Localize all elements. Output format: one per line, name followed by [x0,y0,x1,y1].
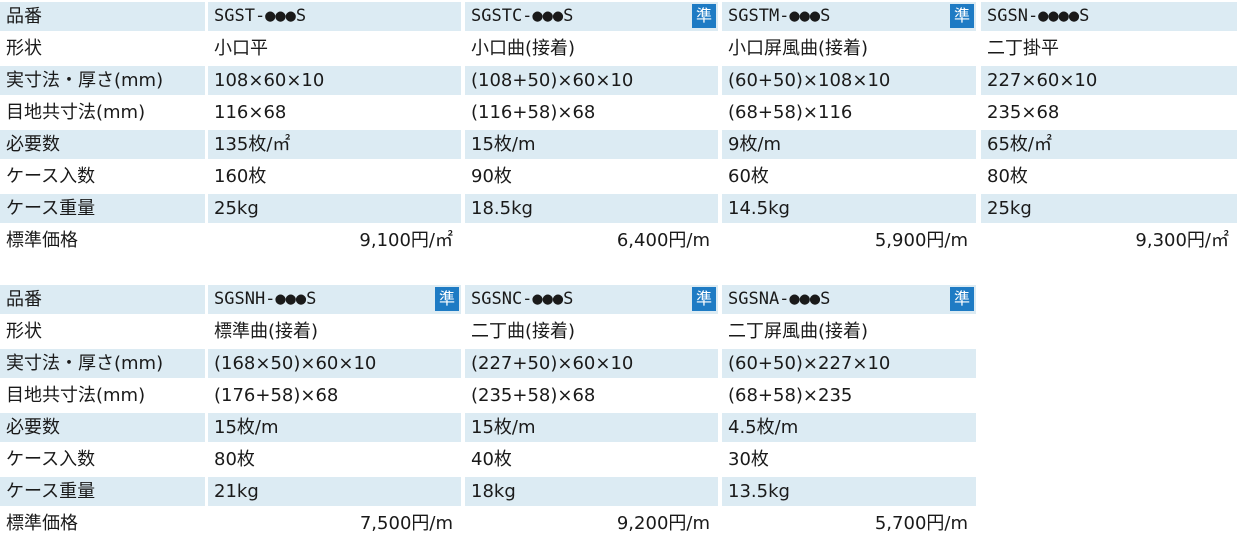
spec-value: (235+58)×68 [471,385,596,406]
product-code: SGSNH-●●●S [208,285,461,314]
badge: 準 [692,4,716,28]
spec-value: 9,300円/㎡ [1135,230,1229,251]
row-label: ケース重量 [0,194,205,223]
spec-value: 二丁屏風曲(接着) [728,321,869,342]
spec-value: 9,100円/㎡ [359,230,453,251]
badge: 準 [692,287,716,311]
row-label: 必要数 [0,413,205,442]
spec-value: 135枚/㎡ [208,130,461,159]
badge: 準 [435,287,459,311]
row-label: ケース入数 [6,449,96,470]
spec-value: (176+58)×68 [214,385,339,406]
spec-value: 30枚 [728,449,769,470]
spec-value: 65枚/㎡ [981,130,1237,159]
row-label: 実寸法・厚さ(mm) [0,349,205,378]
spec-value: 小口屏風曲(接着) [728,38,869,59]
product-code: SGSN-●●●●S [981,2,1237,31]
product-code: SGSTM-●●●S [722,2,976,31]
spec-value: (168×50)×60×10 [208,349,461,378]
row-label: 目地共寸法(mm) [6,385,146,406]
product-code: SGSTC-●●●S [465,2,718,31]
row-label: 目地共寸法(mm) [6,102,146,123]
spec-value: 15枚/m [208,413,461,442]
spec-value: 14.5kg [722,194,976,223]
row-label: 形状 [6,321,42,342]
spec-value: (116+58)×68 [471,102,596,123]
spec-value: 116×68 [214,102,287,123]
spec-value: 5,700円/m [874,513,968,534]
row-label: 実寸法・厚さ(mm) [0,66,205,95]
product-code: SGST-●●●S [208,2,461,31]
spec-value: 60枚 [728,166,769,187]
spec-value: 21kg [208,477,461,506]
spec-value: 5,900円/m [874,230,968,251]
spec-value: 13.5kg [722,477,976,506]
spec-value: 80枚 [987,166,1028,187]
product-code: SGSNC-●●●S [465,285,718,314]
badge: 準 [950,4,974,28]
row-label: 標準価格 [6,513,78,534]
spec-value: 80枚 [214,449,255,470]
row-label: 必要数 [0,130,205,159]
spec-value: 小口曲(接着) [471,38,576,59]
spec-value: 二丁掛平 [987,38,1059,59]
spec-value: 25kg [981,194,1237,223]
spec-value: 108×60×10 [208,66,461,95]
spec-value: 4.5枚/m [722,413,976,442]
row-label: 標準価格 [6,230,78,251]
spec-value: 小口平 [214,38,268,59]
row-label: 形状 [6,38,42,59]
spec-value: (108+50)×60×10 [465,66,718,95]
row-label: 品番 [0,2,205,31]
spec-value: 15枚/m [465,130,718,159]
spec-value: (68+58)×235 [728,385,853,406]
spec-value: 40枚 [471,449,512,470]
badge: 準 [950,287,974,311]
row-label: 品番 [0,285,205,314]
spec-value: 18kg [465,477,718,506]
product-code: SGSNA-●●●S [722,285,976,314]
spec-value: 235×68 [987,102,1060,123]
spec-value: 7,500円/m [359,513,453,534]
spec-value: (68+58)×116 [728,102,853,123]
spec-value: (60+50)×227×10 [722,349,976,378]
spec-value: 90枚 [471,166,512,187]
spec-value: 160枚 [214,166,267,187]
row-label: ケース入数 [6,166,96,187]
spec-value: 227×60×10 [981,66,1237,95]
spec-value: 25kg [208,194,461,223]
spec-value: 9枚/m [722,130,976,159]
spec-value: 18.5kg [465,194,718,223]
spec-value: 15枚/m [465,413,718,442]
spec-value: (227+50)×60×10 [465,349,718,378]
spec-value: 二丁曲(接着) [471,321,576,342]
row-label: ケース重量 [0,477,205,506]
spec-value: 6,400円/m [616,230,710,251]
spec-value: 標準曲(接着) [214,321,319,342]
spec-value: (60+50)×108×10 [722,66,976,95]
spec-value: 9,200円/m [616,513,710,534]
